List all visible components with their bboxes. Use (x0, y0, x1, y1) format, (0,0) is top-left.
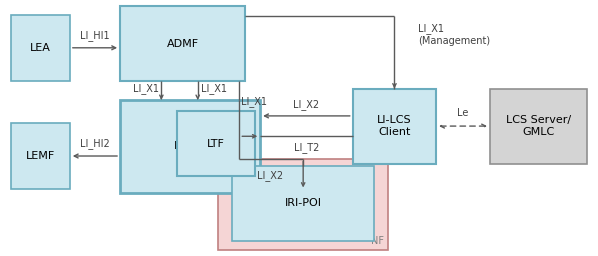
FancyArrowPatch shape (73, 46, 115, 50)
Bar (353, 89, 436, 164)
Text: LI_HI1: LI_HI1 (80, 30, 110, 40)
Text: LCS Server/
GMLC: LCS Server/ GMLC (506, 115, 571, 137)
Text: LEA: LEA (30, 43, 51, 53)
Bar (120, 6, 245, 81)
FancyArrowPatch shape (74, 154, 117, 158)
Bar (490, 89, 587, 164)
Text: LEMF: LEMF (26, 151, 55, 161)
Text: LI_X2: LI_X2 (294, 99, 319, 110)
Text: LI_X1: LI_X1 (133, 83, 160, 94)
Bar (11, 123, 70, 189)
Text: IRI-POI: IRI-POI (285, 198, 322, 208)
Text: LI_HI2: LI_HI2 (80, 138, 110, 149)
Text: LI_X1
(Management): LI_X1 (Management) (419, 23, 490, 46)
FancyArrowPatch shape (441, 124, 486, 128)
Bar (218, 158, 389, 250)
Bar (177, 111, 255, 176)
Text: MDF2: MDF2 (174, 142, 206, 152)
Bar (11, 15, 70, 81)
Text: Le: Le (457, 108, 469, 118)
FancyArrowPatch shape (196, 95, 199, 99)
FancyArrowPatch shape (393, 84, 396, 87)
Bar (120, 100, 260, 193)
Text: LI_X1: LI_X1 (241, 96, 267, 107)
FancyArrowPatch shape (301, 161, 305, 186)
Text: LTF: LTF (207, 139, 225, 149)
FancyArrowPatch shape (242, 135, 256, 138)
FancyArrowPatch shape (264, 114, 350, 118)
Text: LI_T2: LI_T2 (294, 142, 319, 153)
Text: NF: NF (371, 236, 384, 246)
FancyArrowPatch shape (160, 95, 163, 99)
Text: LI_X2: LI_X2 (257, 170, 283, 181)
Text: ADMF: ADMF (167, 39, 199, 49)
Text: LI-LCS
Client: LI-LCS Client (377, 115, 412, 137)
Bar (232, 166, 374, 241)
Text: LI_X1: LI_X1 (202, 83, 227, 94)
